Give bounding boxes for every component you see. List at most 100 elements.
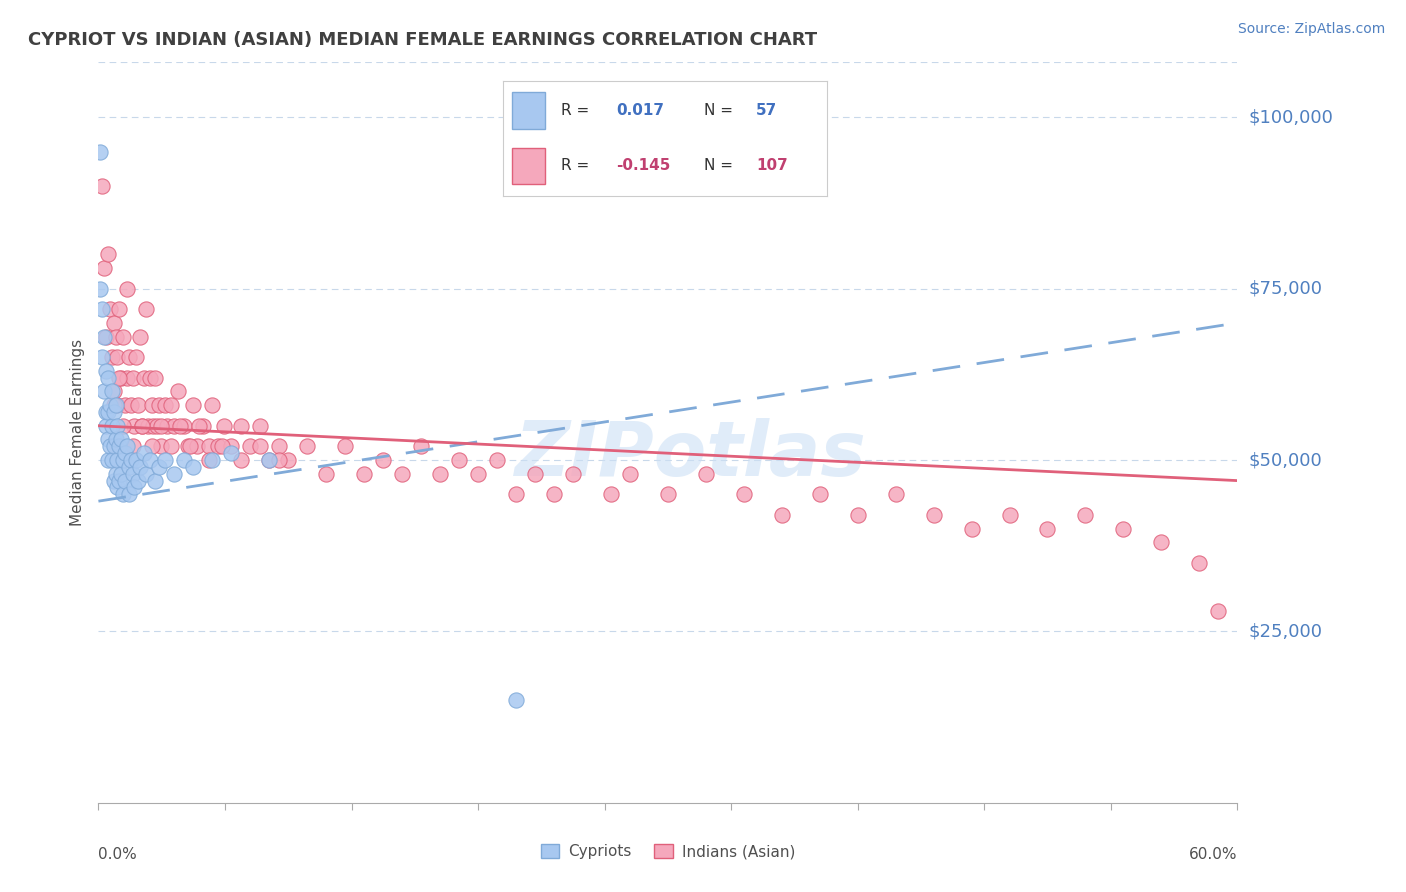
Point bbox=[121, 371, 143, 385]
Point bbox=[93, 384, 115, 399]
Point bbox=[103, 405, 125, 419]
Point bbox=[107, 480, 129, 494]
Point bbox=[197, 439, 219, 453]
Point bbox=[163, 467, 186, 481]
Point bbox=[657, 487, 679, 501]
Point bbox=[212, 418, 235, 433]
Point bbox=[97, 453, 120, 467]
Text: Source: ZipAtlas.com: Source: ZipAtlas.com bbox=[1237, 22, 1385, 37]
Text: CYPRIOT VS INDIAN (ASIAN) MEDIAN FEMALE EARNINGS CORRELATION CHART: CYPRIOT VS INDIAN (ASIAN) MEDIAN FEMALE … bbox=[28, 31, 817, 49]
Point bbox=[94, 405, 117, 419]
Point bbox=[124, 480, 146, 494]
Point bbox=[186, 439, 208, 453]
Point bbox=[93, 329, 115, 343]
Point bbox=[543, 487, 565, 501]
Point bbox=[104, 433, 127, 447]
Point bbox=[1112, 522, 1135, 536]
Point bbox=[94, 329, 117, 343]
Point bbox=[188, 418, 211, 433]
Point bbox=[733, 487, 755, 501]
Point bbox=[267, 439, 290, 453]
Point bbox=[562, 467, 585, 481]
Text: 0.0%: 0.0% bbox=[98, 847, 138, 863]
Point bbox=[1188, 556, 1211, 570]
Point bbox=[112, 329, 135, 343]
Point bbox=[100, 350, 122, 364]
Text: $75,000: $75,000 bbox=[1249, 280, 1323, 298]
Point bbox=[259, 453, 281, 467]
Point bbox=[115, 371, 138, 385]
Point bbox=[115, 439, 138, 453]
Point bbox=[100, 384, 122, 399]
Point bbox=[922, 508, 945, 522]
Point bbox=[249, 418, 271, 433]
Point bbox=[114, 474, 136, 488]
Point bbox=[127, 474, 149, 488]
Point bbox=[118, 350, 141, 364]
Point bbox=[98, 439, 121, 453]
Point bbox=[132, 371, 155, 385]
Point bbox=[1208, 604, 1230, 618]
Point bbox=[1074, 508, 1097, 522]
Point bbox=[91, 302, 114, 317]
Point bbox=[91, 178, 114, 193]
Point bbox=[110, 467, 132, 481]
Point bbox=[229, 418, 252, 433]
Point bbox=[505, 487, 527, 501]
Point bbox=[103, 398, 125, 412]
Point bbox=[145, 371, 167, 385]
Point bbox=[695, 467, 717, 481]
Point bbox=[110, 433, 132, 447]
Point bbox=[167, 384, 190, 399]
Point bbox=[411, 439, 433, 453]
Point bbox=[141, 398, 163, 412]
Point bbox=[98, 302, 121, 317]
Point bbox=[136, 418, 159, 433]
Point bbox=[998, 508, 1021, 522]
Point bbox=[112, 418, 135, 433]
Point bbox=[335, 439, 357, 453]
Point bbox=[114, 398, 136, 412]
Point bbox=[197, 453, 219, 467]
Point bbox=[156, 418, 179, 433]
Point bbox=[108, 439, 131, 453]
Point bbox=[229, 453, 252, 467]
Point bbox=[163, 418, 186, 433]
Point bbox=[127, 398, 149, 412]
Point bbox=[108, 302, 131, 317]
Point bbox=[146, 418, 169, 433]
Point bbox=[221, 439, 243, 453]
Point bbox=[107, 398, 129, 412]
Point bbox=[97, 433, 120, 447]
Point bbox=[120, 453, 142, 467]
Point bbox=[173, 453, 195, 467]
Point bbox=[183, 398, 205, 412]
Point bbox=[1150, 535, 1173, 549]
Point bbox=[191, 418, 214, 433]
Point bbox=[129, 459, 152, 474]
Point bbox=[131, 418, 153, 433]
Point bbox=[449, 453, 471, 467]
Point bbox=[249, 439, 271, 453]
Text: $25,000: $25,000 bbox=[1249, 623, 1323, 640]
Point bbox=[110, 371, 132, 385]
Point bbox=[153, 453, 176, 467]
Point bbox=[600, 487, 623, 501]
Point bbox=[145, 474, 167, 488]
Point bbox=[467, 467, 489, 481]
Point bbox=[150, 439, 173, 453]
Point bbox=[129, 329, 152, 343]
Point bbox=[277, 453, 299, 467]
Point bbox=[112, 487, 135, 501]
Point bbox=[118, 459, 141, 474]
Point bbox=[371, 453, 394, 467]
Point bbox=[103, 384, 125, 399]
Point bbox=[104, 398, 127, 412]
Point bbox=[221, 446, 243, 460]
Point bbox=[115, 282, 138, 296]
Point bbox=[486, 453, 509, 467]
Point bbox=[103, 316, 125, 330]
Point bbox=[97, 405, 120, 419]
Point bbox=[169, 418, 191, 433]
Point bbox=[112, 453, 135, 467]
